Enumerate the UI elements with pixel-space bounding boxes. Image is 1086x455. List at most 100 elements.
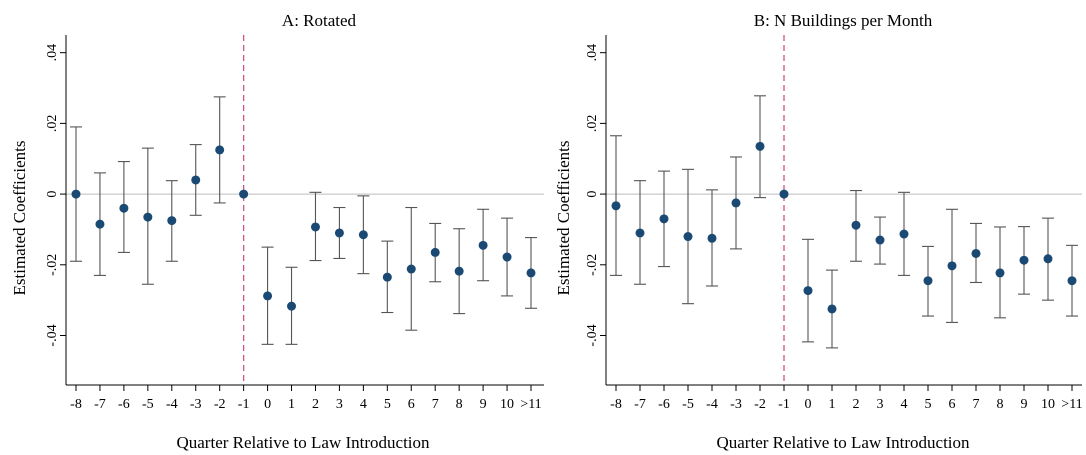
panel-a-x-tick-label: -7 xyxy=(94,397,106,412)
panel-b-x-tick-label: 7 xyxy=(973,397,980,412)
panel-b-x-tick-label: -4 xyxy=(706,397,718,412)
panel-a-x-tick-label: -5 xyxy=(142,397,154,412)
panel-a-x-tick-label: 2 xyxy=(312,397,319,412)
panel-a-x-tick-label: >11 xyxy=(520,397,541,412)
panel-b-x-tick-label: 9 xyxy=(1021,397,1028,412)
panel-a-point xyxy=(215,145,225,155)
panel-b-x-tick-label: -8 xyxy=(610,397,622,412)
panel-a-point xyxy=(310,222,320,232)
panel-b-x-tick-label: >11 xyxy=(1061,397,1082,412)
panel-a-x-tick-label: 5 xyxy=(384,397,391,412)
panel-a-point xyxy=(191,175,201,185)
panel-b-x-tick-label: 10 xyxy=(1041,397,1055,412)
panel-a-y-tick-label: -.04 xyxy=(45,324,60,346)
panel-a-point xyxy=(239,189,249,199)
panel-b-x-tick-label: -7 xyxy=(634,397,646,412)
panel-b-x-tick-label: -1 xyxy=(778,397,790,412)
panel-a-x-tick-label: 8 xyxy=(456,397,463,412)
panel-b-point xyxy=(827,304,837,314)
panel-a-point xyxy=(502,252,512,262)
panel-a-x-tick-label: -1 xyxy=(238,397,250,412)
panel-b-x-tick-label: 6 xyxy=(949,397,956,412)
panel-b-point xyxy=(707,233,717,243)
panel-a-y-ticks: -.04 -.02 0 .02 .04 xyxy=(45,44,66,347)
panel-a-x-tick-label: 1 xyxy=(288,397,295,412)
panel-b-point xyxy=(851,220,861,230)
panel-b-x-tick-label: -3 xyxy=(730,397,742,412)
panel-a-point xyxy=(526,268,536,278)
panel-b-x-tick-label: 8 xyxy=(997,397,1004,412)
panel-a-point xyxy=(334,228,344,238)
panel-b-x-tick-label: 5 xyxy=(925,397,932,412)
panel-b-x-tick-label: 1 xyxy=(829,397,836,412)
panel-a-point xyxy=(478,240,488,250)
panel-b-x-tick-label: -6 xyxy=(658,397,670,412)
panel-a-x-tick-label: -4 xyxy=(166,397,178,412)
panel-b-point xyxy=(779,189,789,199)
panel-a-x-tick-label: 10 xyxy=(500,397,514,412)
panel-a-x-axis-label: Quarter Relative to Law Introduction xyxy=(176,433,430,452)
panel-b-point xyxy=(923,276,933,286)
panel-a-x-tick-label: -3 xyxy=(190,397,202,412)
panel-a-x-ticks: -8 -7 -6 -5 -4 -3 -2 -1 0 1 2 3 4 5 6 7 8 9 10 >11 xyxy=(70,385,542,412)
panel-a-x-tick-label: 4 xyxy=(360,397,367,412)
panel-a-x-tick-label: 9 xyxy=(480,397,487,412)
panel-a-marks xyxy=(66,35,544,385)
panel-a-y-tick-label: .02 xyxy=(45,115,60,133)
panel-b-y-tick-label: -.04 xyxy=(585,324,600,346)
panel-a-point xyxy=(71,189,81,199)
panel-b-x-ticks: -8 -7 -6 -5 -4 -3 -2 -1 0 1 2 3 4 5 6 7 8 9 10 >11 xyxy=(610,385,1083,412)
panel-b-point xyxy=(947,261,957,271)
panel-b-y-tick-label: 0 xyxy=(585,191,600,198)
panel-b-point xyxy=(803,286,813,296)
panel-a-point xyxy=(454,266,464,276)
panel-a-point xyxy=(358,230,368,240)
panel-a-x-tick-label: -2 xyxy=(214,397,226,412)
panel-a-point xyxy=(263,291,273,301)
panel-a-y-tick-label: 0 xyxy=(45,191,60,198)
panel-a-x-tick-label: -6 xyxy=(118,397,130,412)
panel-b-title: B: N Buildings per Month xyxy=(754,11,933,30)
panel-b-point xyxy=(971,248,981,258)
panel-a-x-tick-label: 7 xyxy=(432,397,439,412)
panel-b-y-tick-label: .02 xyxy=(585,115,600,133)
panel-b-x-tick-label: 3 xyxy=(877,397,884,412)
panel-a-point xyxy=(143,212,153,222)
panel-b-point xyxy=(875,235,885,245)
panel-b-point xyxy=(611,201,621,211)
panel-b: B: N Buildings per Month Estimated Coeff… xyxy=(554,11,1083,452)
panel-a-y-tick-label: -.02 xyxy=(45,254,60,276)
panel-a-x-tick-label: 3 xyxy=(336,397,343,412)
panel-b-marks xyxy=(606,35,1082,385)
panel-b-y-ticks: -.04 -.02 0 .02 .04 xyxy=(585,44,606,347)
panel-b-point xyxy=(1043,254,1053,264)
panel-b-point xyxy=(659,214,669,224)
panel-b-x-axis-label: Quarter Relative to Law Introduction xyxy=(716,433,970,452)
panel-b-x-tick-label: -2 xyxy=(754,397,766,412)
panel-a-point xyxy=(119,203,129,213)
panel-a-point xyxy=(406,264,416,274)
panel-b-y-axis-label: Estimated Coefficients xyxy=(554,140,573,295)
panel-a-x-tick-label: -8 xyxy=(70,397,82,412)
panel-a-point xyxy=(287,301,297,311)
panel-a-x-tick-label: 0 xyxy=(264,397,271,412)
panel-b-y-tick-label: .04 xyxy=(585,44,600,62)
panel-a-point xyxy=(382,272,392,282)
panel-a-point xyxy=(167,216,177,226)
panel-a: A: Rotated Estimated Coefficients Quarte… xyxy=(10,11,544,452)
panel-b-x-tick-label: 2 xyxy=(853,397,860,412)
panel-a-title: A: Rotated xyxy=(282,11,357,30)
panel-b-x-tick-label: -5 xyxy=(682,397,694,412)
panel-b-x-tick-label: 4 xyxy=(901,397,908,412)
panel-b-point xyxy=(755,141,765,151)
panel-b-y-tick-label: -.02 xyxy=(585,254,600,276)
panel-b-point xyxy=(683,232,693,242)
panel-a-y-axis-label: Estimated Coefficients xyxy=(10,140,29,295)
panel-a-point xyxy=(95,219,105,229)
panel-b-point xyxy=(1019,255,1029,265)
panel-b-point xyxy=(731,198,741,208)
panel-b-x-tick-label: 0 xyxy=(805,397,812,412)
panel-a-point xyxy=(430,247,440,257)
panel-b-point xyxy=(1067,276,1077,286)
